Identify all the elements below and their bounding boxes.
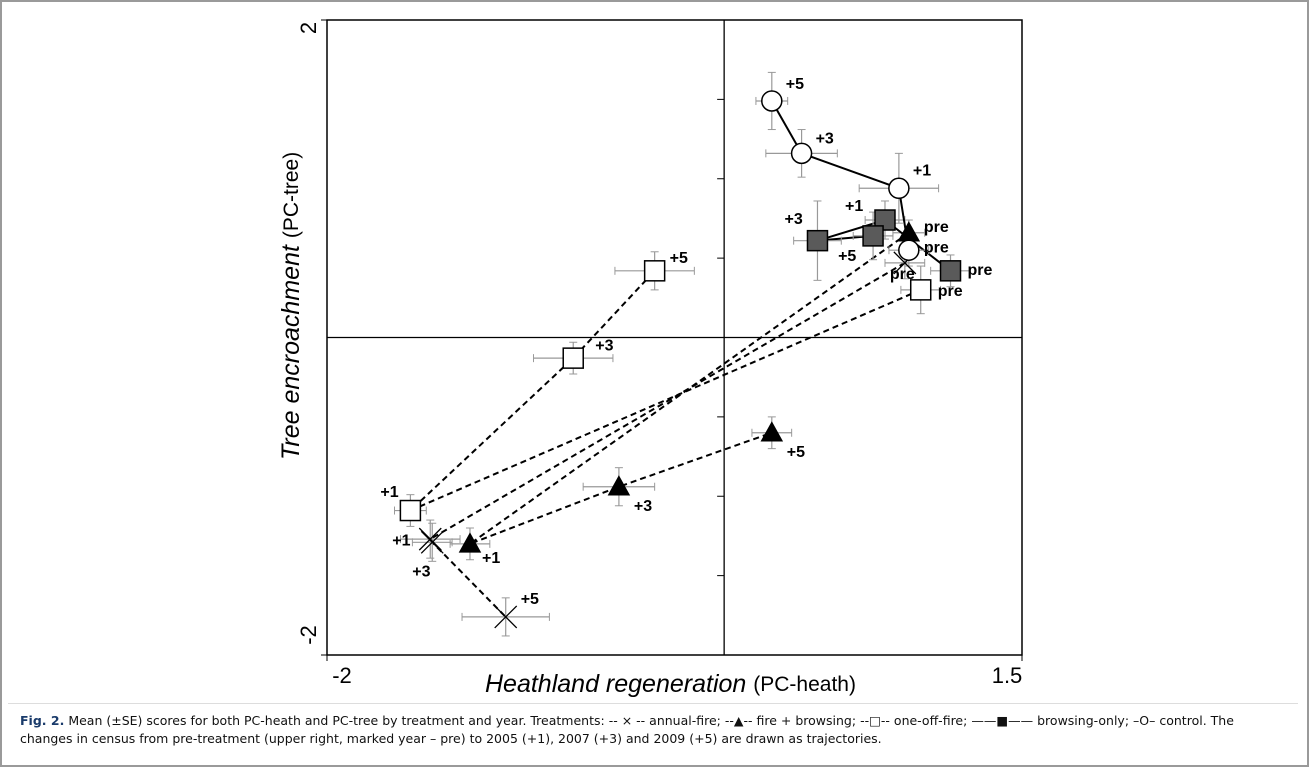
legend-entry: browsing-only xyxy=(1037,713,1125,728)
legend-separator: ; xyxy=(851,713,857,728)
point-label: pre xyxy=(938,283,963,300)
trajectory xyxy=(469,231,910,545)
marker xyxy=(458,532,482,553)
marker xyxy=(418,527,442,551)
x-tick-label: -2 xyxy=(332,663,352,688)
point-label: +5 xyxy=(786,76,804,93)
marker xyxy=(888,177,910,200)
trajectory xyxy=(409,270,922,512)
separator xyxy=(8,703,1298,704)
chart: Heathland regeneration (PC-heath) Tree e… xyxy=(277,19,1023,698)
legend-separator: ; xyxy=(963,713,968,728)
legend-symbol: --▲-- xyxy=(724,713,753,728)
point-label: +3 xyxy=(595,337,613,354)
legend-entry: control xyxy=(1159,713,1203,728)
trajectory xyxy=(428,262,906,618)
legend-separator: . xyxy=(1202,713,1207,728)
marker xyxy=(939,260,962,282)
marker xyxy=(790,142,813,165)
legend-symbol: -- × -- xyxy=(608,713,646,728)
point-label: +1 xyxy=(845,198,863,215)
marker xyxy=(399,499,422,522)
point-label: pre xyxy=(924,239,949,256)
point-label: +5 xyxy=(670,250,688,267)
legend-separator: ; xyxy=(716,713,721,728)
point-label: +3 xyxy=(634,498,652,515)
marker xyxy=(760,421,784,442)
marker xyxy=(607,475,631,496)
y-axis-title: Tree encroachment (PC-tree) xyxy=(277,152,305,460)
marker xyxy=(643,260,666,282)
x-axis-title-main: Heathland regeneration xyxy=(485,670,746,698)
x-axis-title: Heathland regeneration (PC-heath) xyxy=(485,670,856,698)
marker xyxy=(562,347,584,369)
caption: Fig. 2. Mean (±SE) scores for both PC-he… xyxy=(20,712,1290,748)
point-label: +3 xyxy=(784,211,802,228)
legend-entry: annual-fire xyxy=(649,713,717,728)
marker xyxy=(909,279,932,301)
marker xyxy=(494,605,518,629)
caption-label: Fig. 2. xyxy=(20,713,65,728)
point-label: +1 xyxy=(913,162,931,179)
legend-entry: fire + browsing xyxy=(756,713,852,728)
marker xyxy=(898,239,920,261)
trajectory xyxy=(770,100,910,251)
y-tick-label: -2 xyxy=(296,625,321,645)
marker xyxy=(420,530,444,554)
point-label: +5 xyxy=(838,248,856,265)
point-label: +3 xyxy=(412,564,430,581)
marker xyxy=(862,225,884,247)
point-label: +1 xyxy=(380,484,398,501)
marker xyxy=(761,90,783,112)
y-axis-title-sub: (PC-tree) xyxy=(280,152,303,238)
x-axis-title-sub: (PC-heath) xyxy=(753,673,856,696)
legend-symbol: –O– xyxy=(1133,713,1156,728)
caption-intro: Mean (±SE) scores for both PC-heath and … xyxy=(68,713,605,728)
point-label: +1 xyxy=(392,532,410,549)
y-tick-label: 2 xyxy=(296,22,321,34)
legend-separator: ; xyxy=(1124,713,1130,728)
point-label: +5 xyxy=(787,444,805,461)
legend-symbol: ——■—— xyxy=(971,713,1034,728)
marker xyxy=(874,209,896,231)
marker xyxy=(897,221,921,242)
point-label: +5 xyxy=(521,591,539,608)
caption-outro: The changes in census from pre-treatment… xyxy=(20,713,1234,746)
caption-legend: -- × -- annual-fire; --▲-- fire + browsi… xyxy=(609,713,1211,728)
point-label: pre xyxy=(890,266,915,283)
legend-entry: one-off-fire xyxy=(893,713,964,728)
point-label: +3 xyxy=(816,131,834,148)
marker xyxy=(806,229,829,252)
x-tick-label: 1.5 xyxy=(992,663,1023,688)
y-axis-title-main: Tree encroachment xyxy=(277,244,305,460)
legend-symbol: --□-- xyxy=(860,713,890,728)
point-label: pre xyxy=(968,262,993,279)
point-label: pre xyxy=(924,219,949,236)
point-label: +1 xyxy=(482,550,500,567)
